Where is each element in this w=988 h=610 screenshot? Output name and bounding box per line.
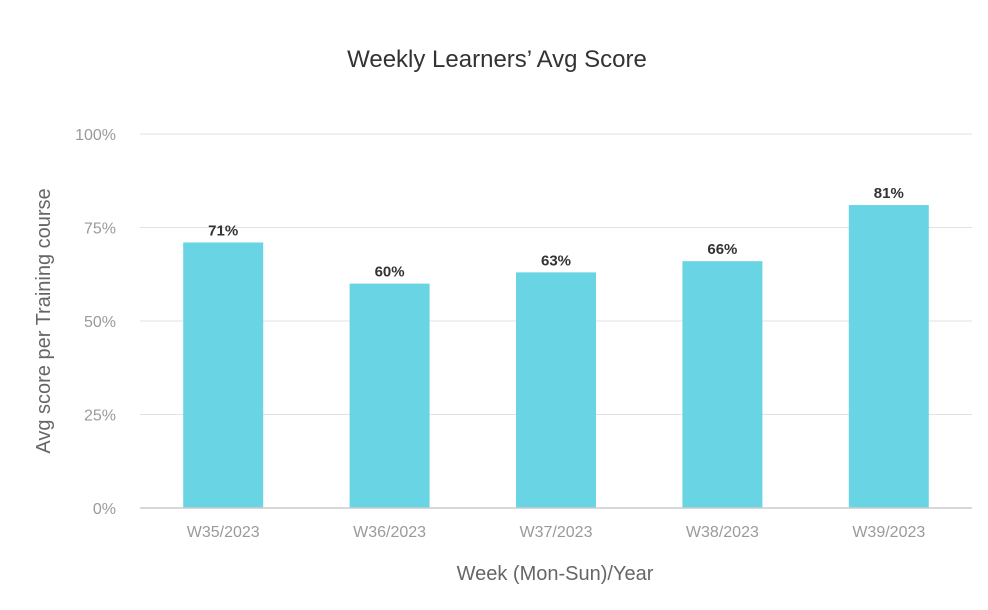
y-tick-label: 100% — [75, 127, 116, 144]
x-tick-label: W38/2023 — [686, 524, 759, 541]
data-label: 71% — [208, 222, 238, 239]
x-tick-label: W37/2023 — [520, 524, 593, 541]
y-axis-title: Avg score per Training course — [33, 188, 55, 453]
x-tick-label: W36/2023 — [353, 524, 426, 541]
y-tick-label: 25% — [84, 408, 116, 425]
bar-w35-2023 — [183, 242, 264, 508]
data-label: 66% — [707, 241, 737, 258]
x-axis-ticks: W35/2023 W36/2023 W37/2023 W38/2023 W39/2023 — [187, 524, 926, 541]
data-label: 63% — [541, 252, 571, 269]
x-axis-title: Week (Mon-Sun)/Year — [457, 563, 654, 585]
y-tick-label: 50% — [84, 314, 116, 331]
y-tick-label: 0% — [93, 501, 116, 518]
bars — [183, 205, 929, 508]
data-label: 81% — [874, 185, 904, 202]
bar-w38-2023 — [682, 261, 763, 508]
y-axis-ticks: 0% 25% 50% 75% 100% — [75, 127, 116, 518]
x-tick-label: W39/2023 — [852, 524, 925, 541]
x-tick-label: W35/2023 — [187, 524, 260, 541]
data-label: 60% — [375, 264, 405, 281]
bar-w37-2023 — [516, 272, 596, 508]
bar-w36-2023 — [349, 283, 430, 508]
y-tick-label: 75% — [84, 221, 116, 238]
chart-title: Weekly Learners’ Avg Score — [347, 46, 647, 73]
data-labels: 71% 60% 63% 66% 81% — [208, 185, 904, 281]
bar-w39-2023 — [848, 205, 929, 508]
